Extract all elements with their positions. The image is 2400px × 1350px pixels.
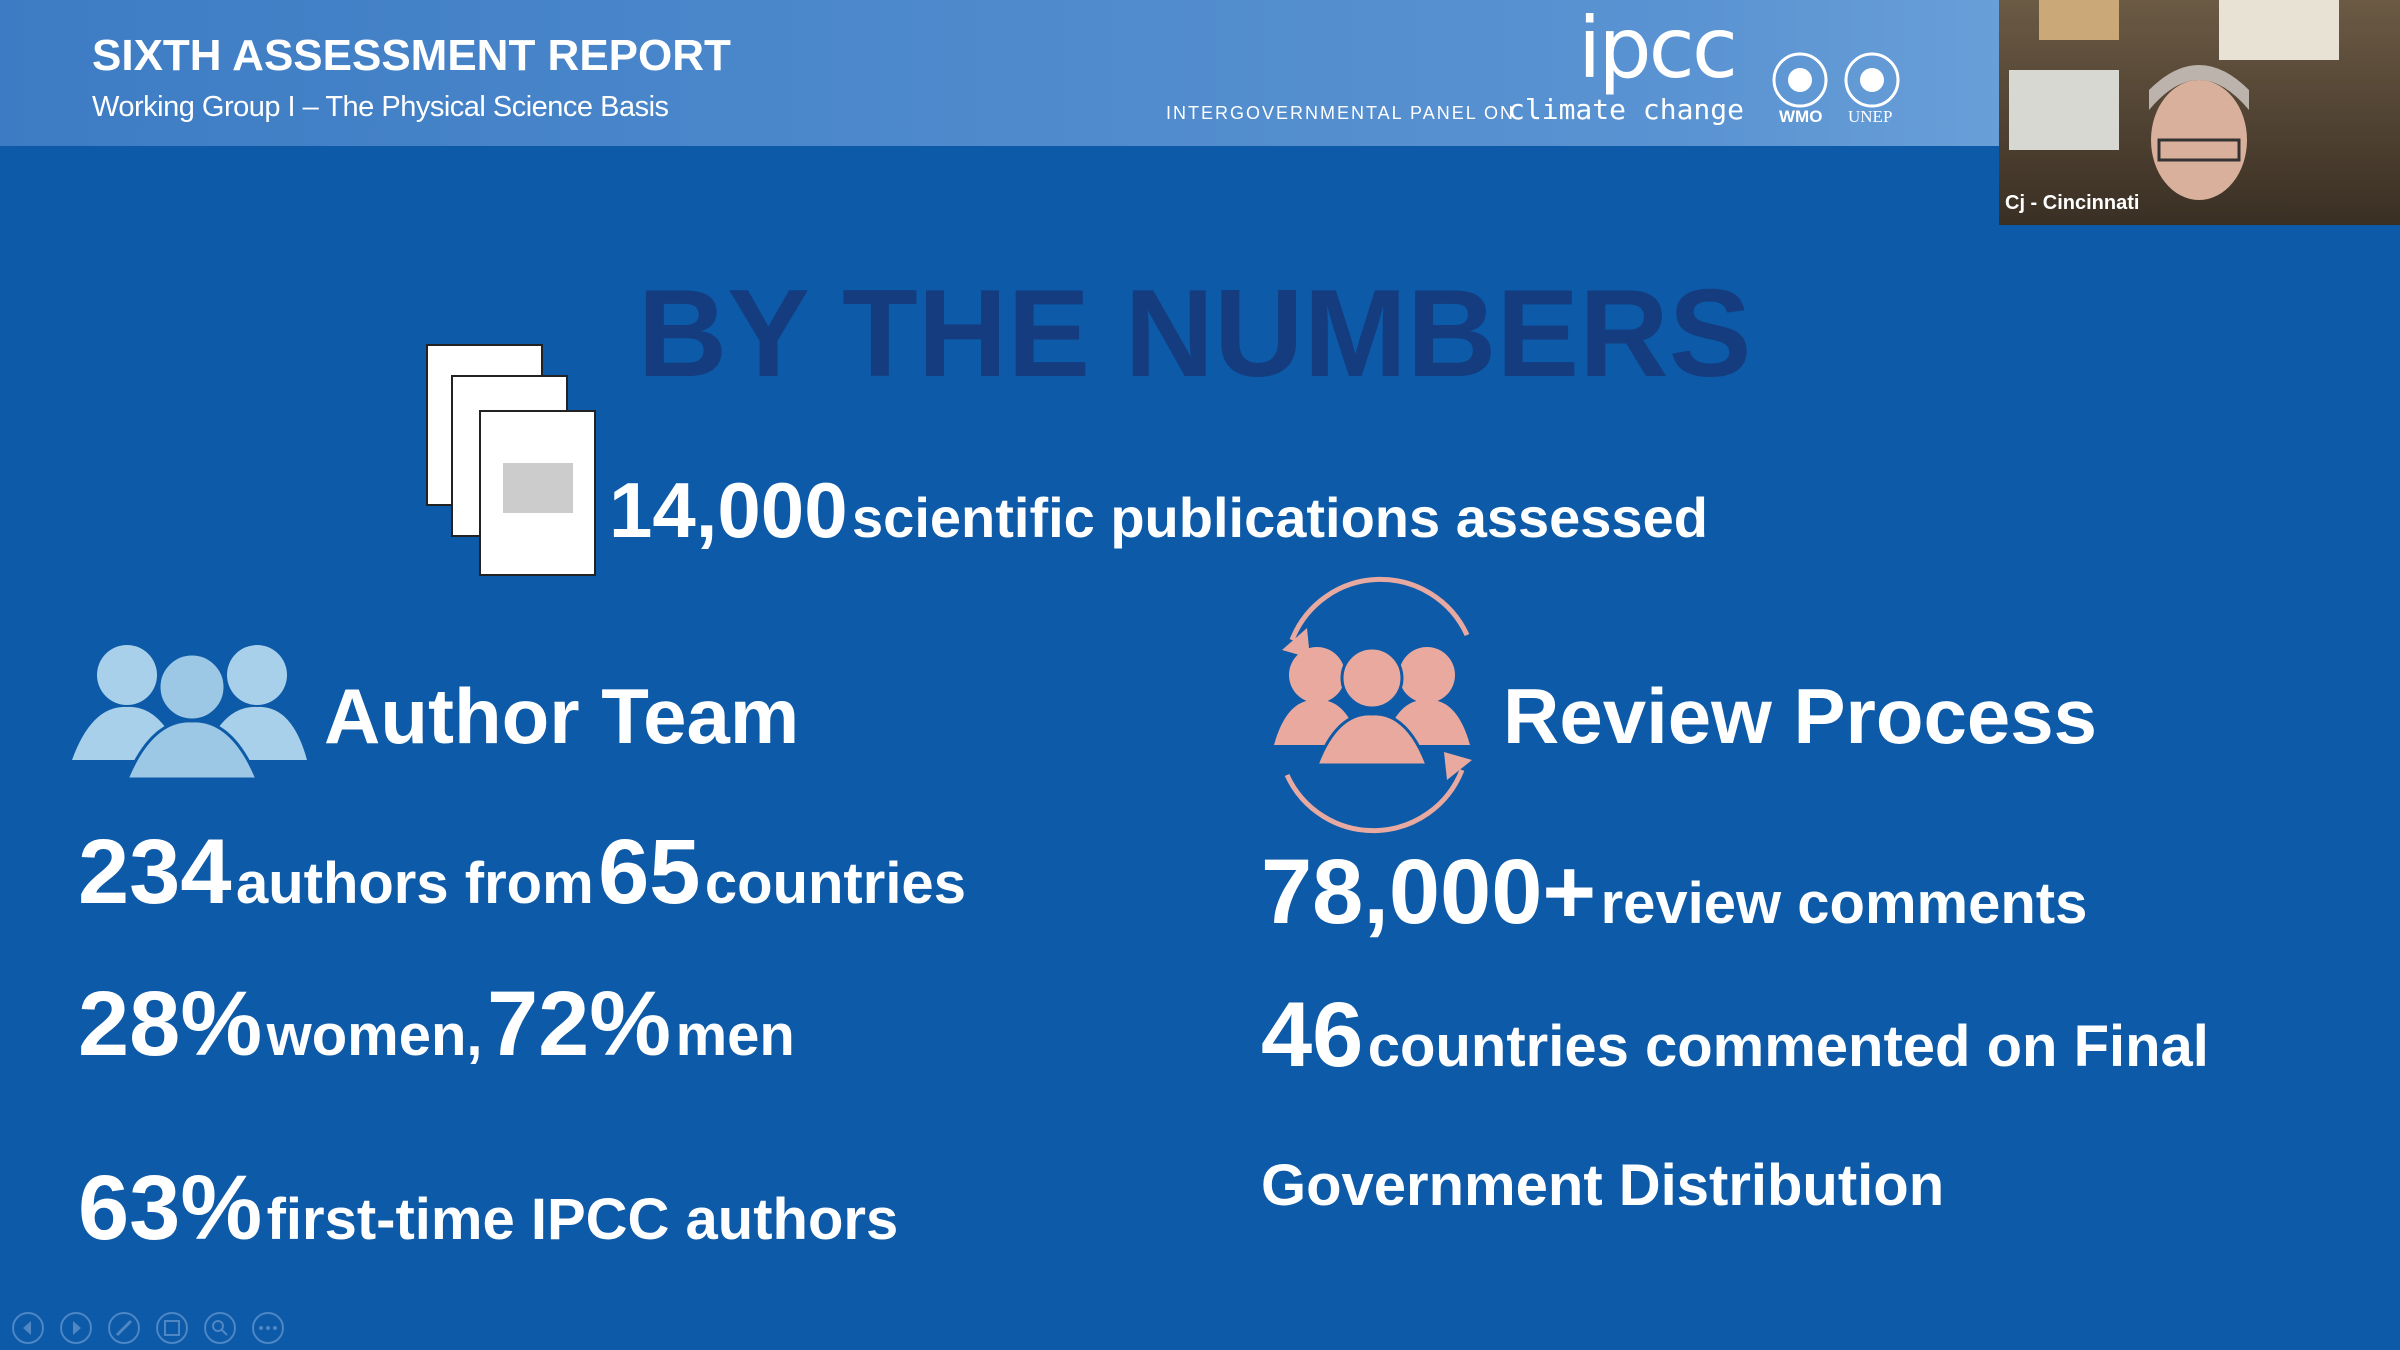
presentation-toolbar [10, 1310, 286, 1346]
stat-text: countries [704, 851, 966, 916]
next-slide-button[interactable] [58, 1310, 94, 1346]
stat-line: 78,000+ review comments [1261, 846, 2087, 938]
stat-number: 72% [486, 973, 672, 1075]
stat-number: 28% [78, 973, 263, 1075]
stat-line: 28% women, 72% men [78, 978, 795, 1070]
author-team-icon [72, 645, 307, 781]
stat-number: 234 [78, 821, 232, 923]
pen-button[interactable] [106, 1310, 142, 1346]
header-title: SIXTH ASSESSMENT REPORT [92, 31, 731, 80]
stat-number: 78,000+ [1261, 841, 1597, 943]
review-process-icon [1274, 576, 1472, 834]
stat-number: 63% [78, 1157, 263, 1259]
video-tile: Cj - Cincinnati [1999, 0, 2400, 225]
slide-title: BY THE NUMBERS [637, 265, 1752, 403]
unep-label: UNEP [1848, 107, 1893, 126]
participant-name: Cj - Cincinnati [2005, 192, 2140, 214]
stat-text: women, [266, 1003, 483, 1068]
stat-text: first-time IPCC authors [266, 1187, 899, 1252]
section-heading: Review Process [1503, 672, 2098, 760]
more-options-button[interactable] [250, 1310, 286, 1346]
stat-text: countries commented on Final [1367, 1014, 2209, 1079]
stat-text: review comments [1600, 871, 2088, 936]
stat-number: 14,000 [609, 466, 848, 554]
slides-button[interactable] [154, 1310, 190, 1346]
section-heading: Author Team [324, 672, 800, 760]
stat-line: 63% first-time IPCC authors [78, 1162, 898, 1254]
publications-line: 14,000 scientific publications assessed [609, 471, 1708, 549]
zoom-button[interactable] [202, 1310, 238, 1346]
stat-line: 46 countries commented on Final [1261, 989, 2209, 1081]
ipcc-logo-line: climate change [1508, 93, 1745, 126]
video-feed [2009, 0, 2339, 200]
stat-text: Government Distribution [1261, 1153, 1945, 1218]
stat-text: men [675, 1003, 795, 1068]
agency-emblems [1772, 52, 1900, 108]
documents-icon [426, 344, 596, 576]
ipcc-logo: ipcc [1578, 0, 1738, 97]
stat-number: 65 [598, 821, 701, 923]
wmo-label: WMO [1779, 107, 1823, 126]
stat-text: scientific publications assessed [852, 486, 1708, 549]
header-subtitle: Working Group I – The Physical Science B… [92, 91, 669, 123]
ipcc-logo-line: INTERGOVERNMENTAL PANEL ON [1166, 103, 1516, 123]
stat-text: authors from [235, 851, 594, 916]
stat-line: 234 authors from 65 countries [78, 826, 966, 918]
stat-number: 46 [1261, 984, 1364, 1086]
previous-slide-button[interactable] [10, 1310, 46, 1346]
